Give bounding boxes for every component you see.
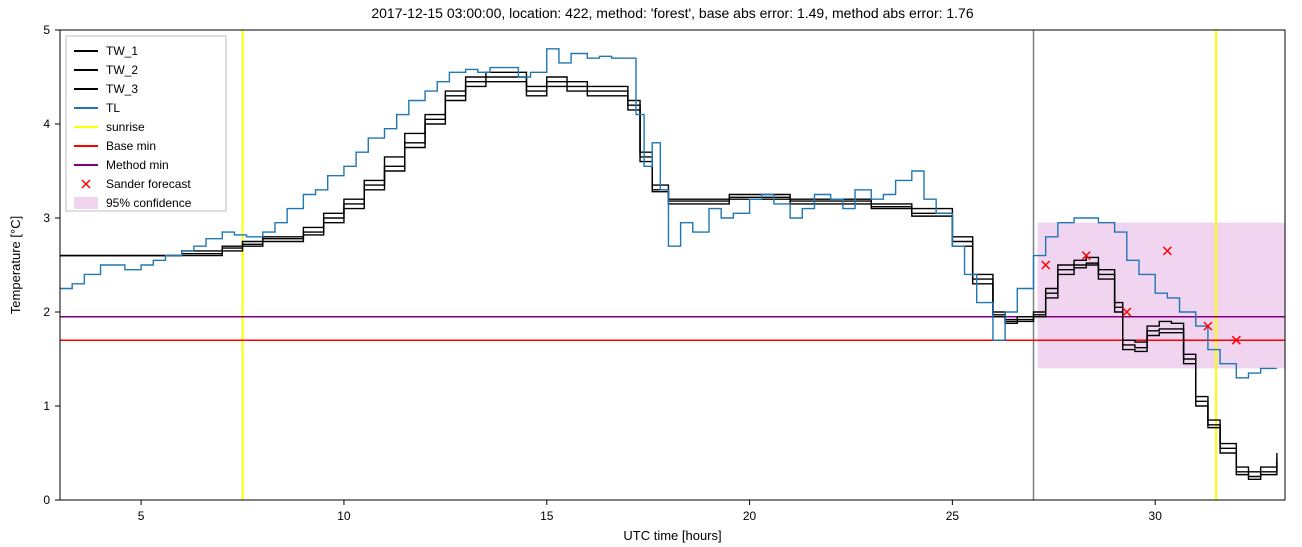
confidence-band <box>1038 223 1285 369</box>
x-tick-label: 30 <box>1149 509 1163 523</box>
legend-label: TL <box>106 101 120 115</box>
legend-label: Method min <box>106 158 169 172</box>
legend-label: TW_2 <box>106 63 138 77</box>
x-axis-label: UTC time [hours] <box>623 528 721 543</box>
x-tick-label: 5 <box>138 509 145 523</box>
y-tick-label: 3 <box>43 211 50 225</box>
x-tick-label: 25 <box>946 509 960 523</box>
legend-label: 95% confidence <box>106 196 192 210</box>
y-tick-label: 1 <box>43 399 50 413</box>
legend-swatch <box>74 197 98 209</box>
x-tick-label: 10 <box>337 509 351 523</box>
legend-label: sunrise <box>106 120 145 134</box>
legend-label: Sander forecast <box>106 177 191 191</box>
chart-svg: 2017-12-15 03:00:00, location: 422, meth… <box>0 0 1302 547</box>
chart-title: 2017-12-15 03:00:00, location: 422, meth… <box>371 5 973 21</box>
y-tick-label: 0 <box>43 493 50 507</box>
chart-container: 2017-12-15 03:00:00, location: 422, meth… <box>0 0 1302 547</box>
legend-label: Base min <box>106 139 156 153</box>
legend-label: TW_1 <box>106 44 138 58</box>
x-tick-label: 20 <box>743 509 757 523</box>
y-tick-label: 5 <box>43 23 50 37</box>
y-tick-label: 2 <box>43 305 50 319</box>
legend-label: TW_3 <box>106 82 138 96</box>
y-tick-label: 4 <box>43 117 50 131</box>
y-axis-label: Temperature [°C] <box>8 216 23 314</box>
x-tick-label: 15 <box>540 509 554 523</box>
